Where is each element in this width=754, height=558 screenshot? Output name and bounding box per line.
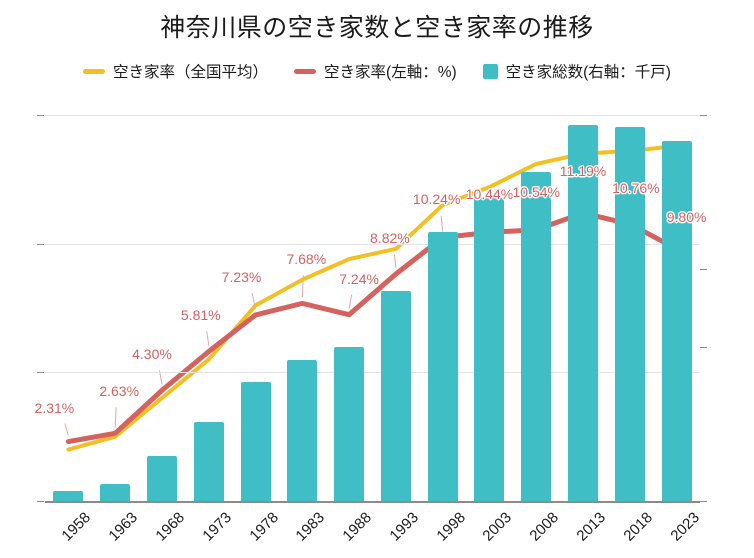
bar-2013[interactable] — [568, 125, 599, 501]
data-label-1988: 7.24% — [339, 270, 379, 287]
data-label-1968: 4.30% — [132, 346, 172, 363]
bar-1988[interactable] — [334, 346, 365, 501]
x-axis-tick-label-1978: 1978 — [245, 509, 282, 545]
legend-line-swatch — [83, 68, 106, 74]
x-axis-tick-label-1973: 1973 — [199, 509, 235, 545]
y-axis-right-tick-mark — [700, 346, 707, 348]
data-label-1983: 7.68% — [286, 251, 327, 268]
bar-1998[interactable] — [427, 232, 458, 501]
bar-1983[interactable] — [287, 359, 318, 501]
x-axis-tick-label-1998: 1998 — [433, 509, 469, 545]
y-axis-left-tick-mark — [37, 115, 44, 116]
data-label-1993: 8.82% — [370, 230, 410, 247]
x-axis-baseline — [45, 501, 700, 503]
y-axis-left-tick-mark — [37, 501, 44, 502]
bar-2023[interactable] — [661, 141, 692, 501]
x-axis-tick-label-2008: 2008 — [526, 509, 563, 545]
data-label-leader — [206, 331, 210, 346]
x-axis-tick-label-1963: 1963 — [105, 509, 142, 545]
data-label-leader — [393, 253, 397, 269]
y-axis-right-tick-mark — [700, 115, 707, 116]
data-label-1958: 2.31% — [34, 399, 75, 416]
data-label-leader — [301, 275, 304, 298]
y-axis-right-tick-mark — [700, 269, 707, 271]
data-label-leader — [440, 215, 444, 232]
bar-1963[interactable] — [100, 484, 131, 501]
y-axis-left-tick-mark — [37, 372, 44, 374]
data-label-2003: 10.44% — [465, 186, 514, 203]
data-label-2023: 9.80% — [666, 208, 707, 225]
x-axis-tick-label-2023: 2023 — [666, 509, 703, 545]
legend-bar-swatch — [482, 63, 498, 79]
data-label-leader — [64, 423, 69, 436]
legend-label: 空き家率（全国平均） — [113, 64, 269, 81]
x-axis-tick-label-2013: 2013 — [573, 509, 610, 545]
chart-title: 神奈川県の空き家数と空き家率の推移 — [160, 14, 594, 42]
y-axis-right-tick-mark — [700, 501, 707, 502]
data-label-leader — [114, 407, 117, 428]
data-label-1998: 10.24% — [412, 191, 461, 208]
data-label-leader — [348, 294, 353, 309]
x-axis-tick-label-1983: 1983 — [292, 509, 329, 545]
chart-legend: 空き家率（全国平均） 空き家率(左軸：%) 空き家総数(右軸：千戸) — [0, 60, 754, 82]
legend-item-national-average[interactable]: 空き家率（全国平均） — [83, 60, 268, 82]
x-axis-tick-label-1988: 1988 — [339, 509, 376, 545]
x-axis-tick-label-2018: 2018 — [620, 509, 656, 545]
gridline — [45, 243, 700, 245]
data-label-leader — [251, 292, 257, 310]
data-label-1973: 5.81% — [180, 307, 221, 324]
bar-2008[interactable] — [521, 172, 552, 501]
y-axis-left-tick-mark — [37, 243, 44, 245]
gridline — [45, 372, 700, 374]
x-axis-tick-label-1968: 1968 — [152, 509, 188, 545]
bar-1978[interactable] — [240, 382, 271, 501]
legend-item-vacancy-rate[interactable]: 空き家率(左軸：%) — [294, 60, 457, 82]
bar-1993[interactable] — [380, 291, 411, 501]
data-label-1978: 7.23% — [221, 268, 262, 285]
legend-line-swatch — [294, 68, 317, 74]
x-axis-tick-label-2003: 2003 — [479, 509, 516, 545]
bar-1973[interactable] — [193, 422, 224, 501]
plot-area: 0510150100200300400500195819631968197319… — [35, 115, 707, 545]
x-axis-tick-label-1958: 1958 — [58, 509, 95, 545]
gridline — [45, 115, 700, 116]
bar-2018[interactable] — [614, 127, 645, 501]
data-label-2018: 10.76% — [612, 180, 660, 197]
bar-2003[interactable] — [474, 197, 505, 501]
legend-label: 空き家総数(右軸：千戸) — [505, 64, 671, 81]
bar-1958[interactable] — [53, 490, 84, 501]
legend-label: 空き家率(左軸：%) — [324, 64, 457, 81]
data-label-2008: 10.54% — [512, 183, 560, 200]
legend-item-total-vacant[interactable]: 空き家総数(右軸：千戸) — [482, 60, 671, 82]
data-label-1963: 2.63% — [99, 383, 140, 400]
x-axis-tick-label-1993: 1993 — [386, 509, 422, 545]
data-label-2013: 11.19% — [559, 163, 607, 180]
bar-1968[interactable] — [146, 456, 177, 501]
